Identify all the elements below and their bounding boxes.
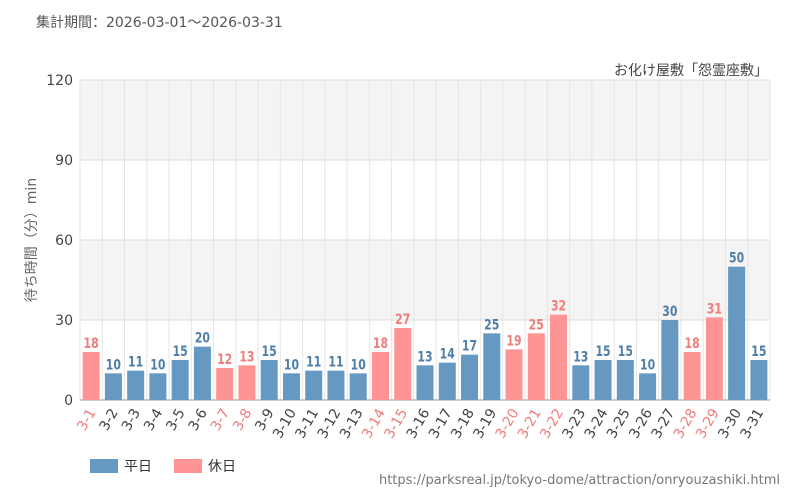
data-label: 18 [84,335,99,352]
bar [438,362,456,400]
data-label: 13 [573,348,588,365]
bar [483,333,501,400]
x-tick-label: 3-1 [74,406,99,434]
data-label: 20 [195,329,210,346]
legend-swatch-holiday [174,459,202,473]
bar [327,370,345,400]
data-label: 12 [217,351,232,368]
data-label: 11 [128,353,143,370]
x-tick-label: 3-3 [119,406,144,434]
source-url: https://parksreal.jp/tokyo-dome/attracti… [378,473,780,488]
data-label: 11 [306,353,321,370]
y-tick-labels: 0 30 60 90 120 [46,73,73,409]
data-label: 19 [506,332,521,349]
legend: 平日 休日 [90,456,258,476]
bar [238,365,256,400]
bar [193,346,211,400]
bar [550,314,568,400]
period-label: 集計期間：2026-03-01～2026-03-31 [36,15,283,31]
data-label: 15 [751,343,766,360]
bar [216,368,234,400]
chart-title: お化け屋敷「怨霊座敷」 [614,63,768,79]
bar [705,317,723,400]
bar [594,360,612,400]
y-tick-label: 30 [55,313,73,329]
x-tick-label: 3-2 [97,406,122,434]
bar [416,365,434,400]
x-tick-label: 3-4 [141,406,166,434]
y-tick-label: 60 [55,233,73,249]
bar [639,373,657,400]
data-label: 31 [707,300,722,317]
data-label: 17 [462,337,477,354]
data-label: 10 [106,356,121,373]
data-label: 18 [684,335,699,352]
data-label: 15 [618,343,633,360]
data-label: 50 [729,249,744,266]
data-label: 11 [328,353,343,370]
data-labels: 18 10 11 10 15 20 12 13 15 10 11 11 10 18 27 13 14 17 25 19… [84,249,767,372]
data-label: 10 [640,356,655,373]
legend-label-weekday: 平日 [124,459,152,475]
bar [127,370,145,400]
bar [572,365,590,400]
bar [527,333,545,400]
legend-item-weekday: 平日 [90,456,152,476]
data-label: 15 [262,343,277,360]
bar [82,352,100,400]
bar [661,320,679,400]
bar [461,354,479,400]
data-label: 30 [662,303,677,320]
bar [750,360,768,400]
x-tick-label: 3-6 [186,406,211,434]
legend-item-holiday: 休日 [174,456,236,476]
legend-label-holiday: 休日 [208,459,236,475]
bar [104,373,122,400]
x-tick-label: 3-7 [208,406,233,434]
y-tick-label: 120 [46,73,73,89]
x-tick-label: 3-8 [230,406,255,434]
bar [260,360,278,400]
bar [728,266,746,400]
data-label: 15 [173,343,188,360]
plot-band [80,160,770,240]
bar [394,328,412,400]
bar [616,360,634,400]
y-axis-label: 待ち時間（分）min [24,178,40,302]
data-label: 13 [417,348,432,365]
data-label: 18 [373,335,388,352]
bar [305,370,323,400]
data-label: 10 [284,356,299,373]
data-label: 15 [595,343,610,360]
data-label: 27 [395,311,410,328]
y-tick-label: 90 [55,153,73,169]
y-tick-label: 0 [64,393,73,409]
plot-band [80,80,770,160]
data-label: 10 [351,356,366,373]
data-label: 10 [150,356,165,373]
data-label: 25 [484,316,499,333]
data-label: 32 [551,297,566,314]
plot-band [80,240,770,320]
bar [371,352,389,400]
vertical-gridlines [79,80,771,400]
data-label: 25 [529,316,544,333]
bar [149,373,167,400]
bars [82,266,768,400]
legend-swatch-weekday [90,459,118,473]
bar [683,352,701,400]
bar [505,349,523,400]
x-tick-label: 3-31 [738,406,768,442]
x-tick-label: 3-5 [163,406,188,434]
bar [349,373,367,400]
data-label: 13 [239,348,254,365]
x-tick-labels: 3-13-23-33-43-53-63-73-83-93-103-113-123… [74,406,767,442]
bar [282,373,300,400]
bar [171,360,189,400]
data-label: 14 [440,345,455,362]
